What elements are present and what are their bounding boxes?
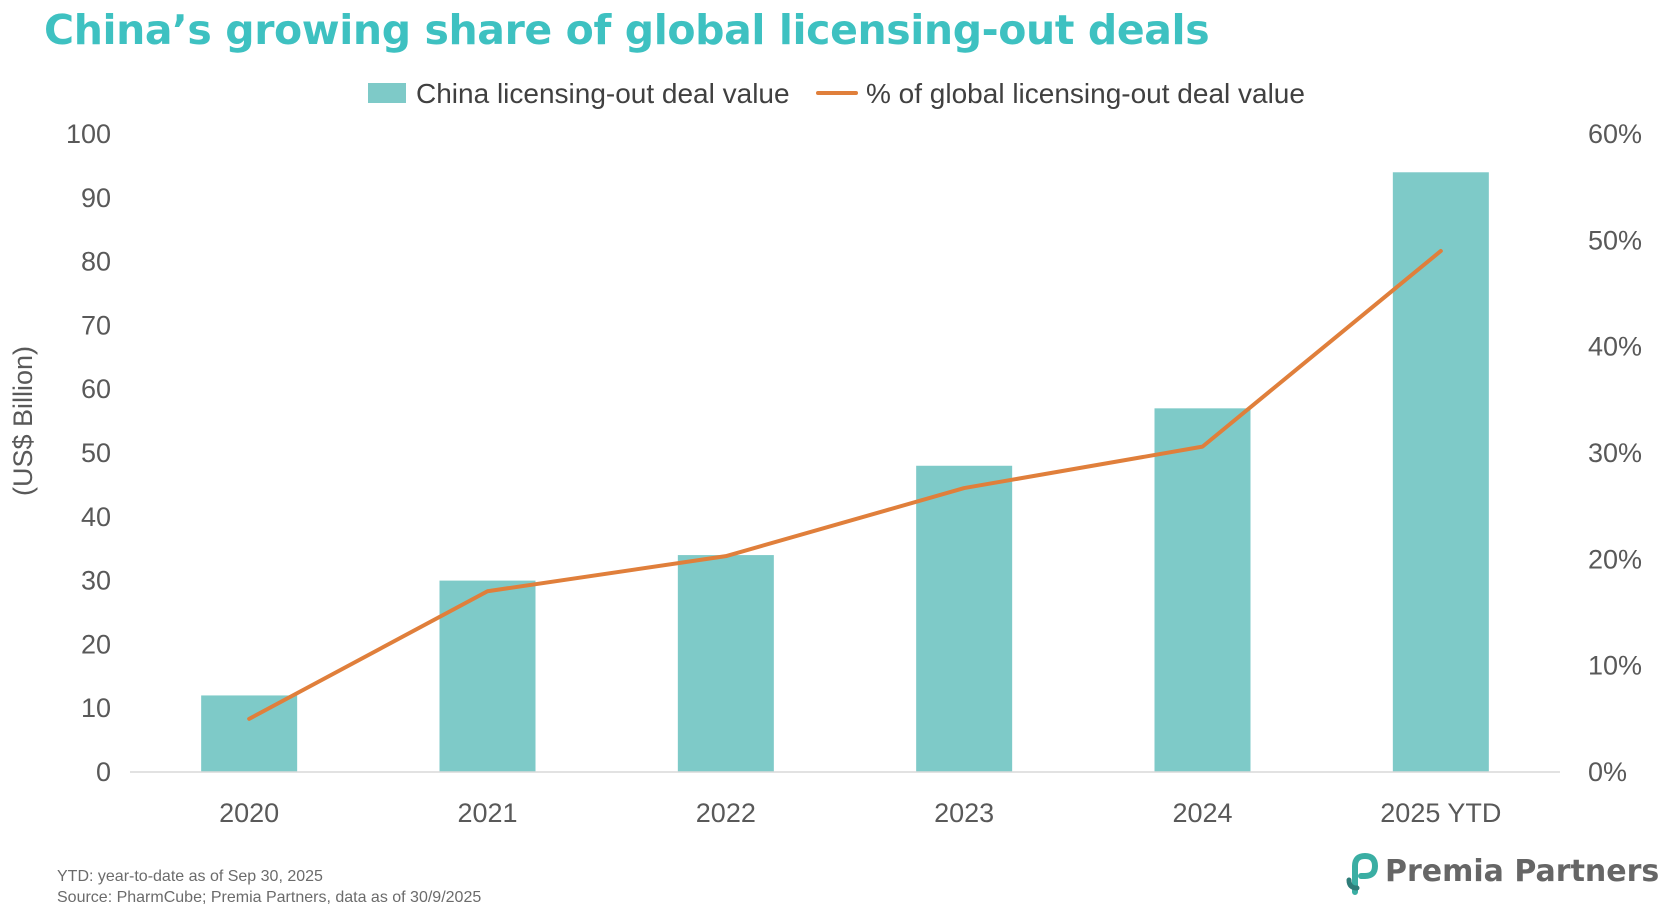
chart-title: China’s growing share of global licensin…	[44, 6, 1210, 54]
line-series-share-of-global	[247, 248, 1443, 721]
y-left-tick-label: 10	[81, 693, 111, 723]
bar-2020	[201, 695, 298, 772]
legend-label-bar: China licensing-out deal value	[416, 78, 790, 109]
bar-2021	[439, 580, 536, 772]
y-left-tick-label: 30	[81, 566, 111, 596]
bar-2023	[916, 465, 1013, 772]
premia-p-logo-icon	[1346, 852, 1379, 895]
y-left-tick-label: 80	[81, 247, 111, 277]
y-right-tick-label: 50%	[1588, 225, 1642, 255]
y-left-tick-label: 60	[81, 374, 111, 404]
y-left-tick-label: 0	[96, 757, 111, 787]
bar-2025-ytd	[1392, 172, 1489, 772]
y-left-tick-label: 70	[81, 310, 111, 340]
y-right-tick-label: 10%	[1588, 651, 1642, 681]
bar-2024	[1154, 408, 1251, 772]
legend-swatch-bar	[368, 83, 406, 103]
footnote-source: Source: PharmCube; Premia Partners, data…	[57, 889, 482, 906]
x-tick-label: 2021	[457, 798, 517, 828]
x-tick-label: 2024	[1172, 798, 1232, 828]
y-left-tick-label: 20	[81, 629, 111, 659]
footnote-ytd: YTD: year-to-date as of Sep 30, 2025	[57, 868, 323, 885]
y-right-tick-label: 30%	[1588, 438, 1642, 468]
y-right-tick-label: 0%	[1588, 757, 1627, 787]
logo-text: Premia Partners	[1385, 854, 1659, 889]
y-left-tick-label: 50	[81, 438, 111, 468]
bar-2022	[677, 555, 774, 772]
x-tick-label: 2023	[934, 798, 994, 828]
x-tick-label: 2025 YTD	[1380, 798, 1501, 828]
y-right-tick-label: 60%	[1588, 119, 1642, 149]
premia-partners-logo: Premia Partners	[1345, 852, 1659, 896]
y-left-tick-label: 90	[81, 183, 111, 213]
y-left-tick-label: 100	[66, 119, 111, 149]
y-right-tick-label: 40%	[1588, 332, 1642, 362]
y-axis-title: (US$ Billion)	[8, 346, 38, 496]
y-right-tick-label: 20%	[1588, 544, 1642, 574]
y-left-tick-label: 40	[81, 502, 111, 532]
legend-label-line: % of global licensing-out deal value	[866, 78, 1305, 109]
x-tick-label: 2022	[696, 798, 756, 828]
x-tick-label: 2020	[219, 798, 279, 828]
